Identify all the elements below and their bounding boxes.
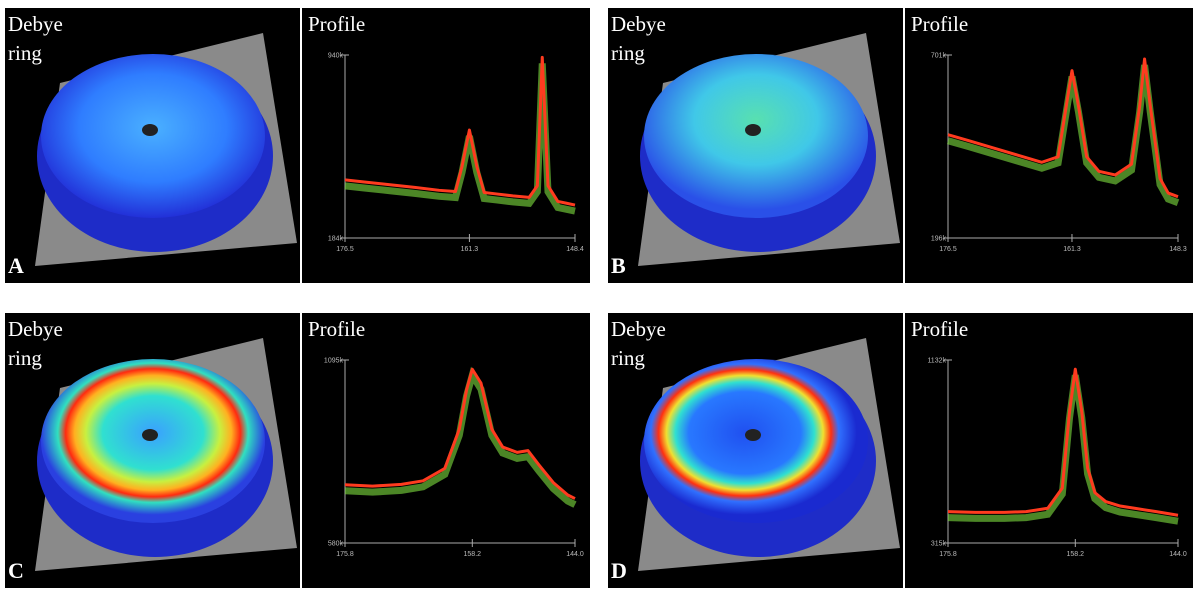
x-tick-label: 161.3	[1063, 246, 1081, 253]
profile-panel	[302, 313, 590, 588]
y-tick-label: 1132k	[927, 358, 946, 365]
x-tick-label: 175.8	[939, 551, 957, 558]
x-tick-label: 175.8	[336, 551, 354, 558]
chart-title: Profile	[308, 317, 366, 341]
ring-hole	[745, 429, 761, 441]
y-tick-label: 184k	[328, 236, 344, 243]
x-tick-label: 176.5	[939, 246, 957, 253]
image-title: Debye ring	[611, 12, 666, 65]
x-tick-label: 144.0	[566, 551, 584, 558]
y-tick-label: 580k	[328, 541, 344, 548]
chart-title: Profile	[911, 12, 969, 36]
y-tick-label: 701k	[931, 53, 947, 60]
y-tick-label: 196k	[931, 236, 947, 243]
panel-label: A	[8, 253, 24, 278]
ring-hole	[745, 124, 761, 136]
chart-title: Profile	[308, 12, 366, 36]
profile-line	[344, 367, 576, 500]
ring-hole	[142, 124, 158, 136]
panel-label: D	[611, 558, 627, 583]
panel-label: B	[611, 253, 626, 278]
profile-line	[947, 57, 1179, 199]
x-tick-label: 158.2	[464, 551, 482, 558]
x-tick-label: 158.2	[1067, 551, 1085, 558]
x-tick-label: 148.3	[1169, 246, 1187, 253]
panels: 184k 940k 176.5 161.3 148.4 196k 701k 176.5 161.…	[5, 8, 1193, 588]
chart-title: Profile	[911, 317, 969, 341]
ring-surface	[41, 54, 265, 218]
x-tick-label: 148.4	[566, 246, 584, 253]
ring-surface	[41, 359, 265, 523]
y-tick-label: 1095k	[324, 358, 344, 365]
x-tick-label: 144.0	[1169, 551, 1187, 558]
panel-label: C	[8, 558, 24, 583]
profile-line	[947, 367, 1179, 517]
profile-band	[344, 63, 576, 215]
image-title: Debye ring	[8, 12, 63, 65]
ring-hole	[142, 429, 158, 441]
x-tick-label: 176.5	[336, 246, 354, 253]
y-tick-label: 315k	[931, 541, 947, 548]
ring-surface	[644, 54, 868, 218]
y-tick-label: 940k	[328, 53, 344, 60]
profile-panel	[905, 313, 1193, 588]
image-title: Debye ring	[611, 317, 666, 370]
ring-surface	[644, 359, 868, 523]
x-tick-label: 161.3	[461, 246, 479, 253]
image-title: Debye ring	[8, 317, 63, 370]
profile-line	[344, 55, 576, 207]
